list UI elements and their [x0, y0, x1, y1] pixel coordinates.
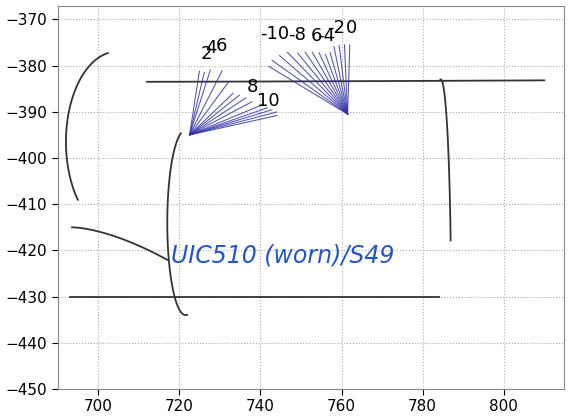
- Text: 0: 0: [347, 18, 357, 37]
- Text: 6: 6: [216, 37, 227, 55]
- Text: -2: -2: [327, 19, 345, 37]
- Text: -8: -8: [288, 26, 306, 44]
- Text: 6: 6: [311, 27, 322, 45]
- Text: 2: 2: [201, 45, 212, 63]
- Text: UIC510 (worn)/S49: UIC510 (worn)/S49: [172, 243, 394, 267]
- Text: 10: 10: [256, 92, 279, 110]
- Text: -4: -4: [317, 26, 335, 45]
- Text: 4: 4: [205, 39, 217, 57]
- Text: -10: -10: [260, 25, 289, 43]
- Text: 8: 8: [247, 78, 258, 96]
